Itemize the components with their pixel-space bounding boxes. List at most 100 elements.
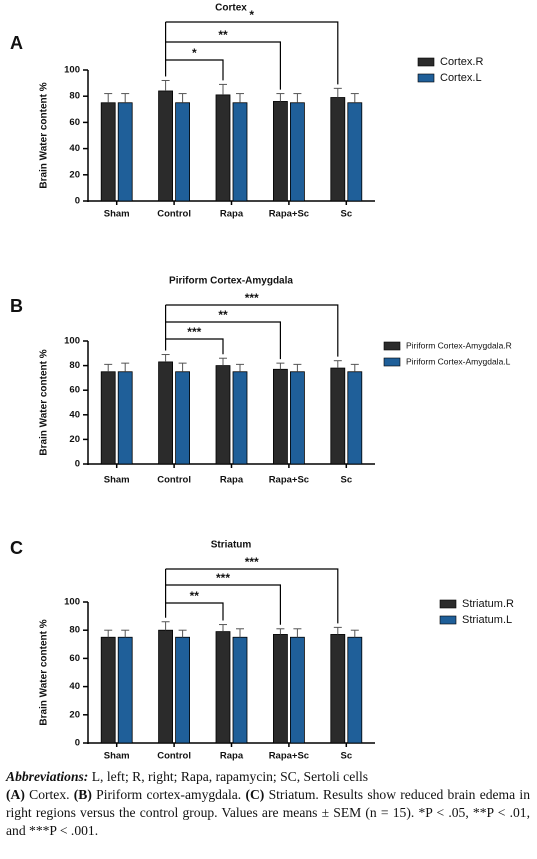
error-bar (276, 93, 285, 102)
text-c: Striatum. Results show reduced brain ede… (6, 787, 530, 838)
abbr-text: L, left; R, right; Rapa, rapamycin; SC, … (91, 769, 369, 784)
error-bar (121, 93, 130, 103)
y-tick-label: 80 (69, 360, 80, 371)
legend-swatch (439, 615, 457, 625)
bar (158, 629, 174, 744)
x-tick-label: Sham (104, 751, 130, 762)
error-bar (178, 93, 187, 103)
legend-swatch (439, 599, 457, 609)
bar (158, 90, 174, 202)
y-tick-label: 100 (64, 336, 80, 347)
x-tick-label: Rapa (220, 751, 244, 762)
bar (330, 97, 346, 202)
error-bar (161, 79, 170, 91)
y-tick-label: 20 (69, 434, 80, 445)
x-tick-label: Rapa+Sc (269, 751, 309, 762)
y-tick-label: 0 (75, 459, 80, 470)
y-tick-label: 40 (69, 143, 80, 154)
significance-bracket (165, 21, 339, 85)
y-tick-label: 100 (64, 597, 80, 608)
error-bar (236, 93, 244, 103)
y-tick-label: 40 (69, 409, 80, 420)
significance-bracket (165, 41, 281, 90)
significance-bracket (165, 584, 281, 625)
error-bar (293, 628, 302, 638)
bar (272, 101, 288, 202)
error-bar (178, 629, 187, 638)
bar (215, 365, 231, 465)
y-tick-label: 60 (69, 385, 80, 396)
bar (289, 636, 305, 744)
error-bar (104, 363, 113, 372)
error-bar (276, 362, 285, 370)
bar (215, 631, 231, 744)
significance-label: * (192, 46, 197, 60)
text-a: Cortex. (29, 787, 70, 802)
panel-letter: A (10, 33, 23, 53)
panel: A Cortex Brain Water content % 0 20 40 60 80 100… (10, 3, 483, 220)
error-bar (219, 624, 227, 632)
bar (232, 371, 248, 465)
bar (175, 636, 191, 744)
error-bar (104, 93, 113, 103)
y-axis-label: Brain Water content % (39, 619, 50, 725)
x-tick-label: Sc (340, 475, 352, 486)
error-bar (236, 363, 244, 372)
bar (289, 102, 305, 202)
x-tick-label: Sham (104, 209, 130, 220)
legend-label: Piriform Cortex-Amygdala.R (406, 340, 512, 350)
significance-bracket (165, 338, 224, 355)
legend-label: Striatum.R (462, 598, 514, 610)
significance-bracket (165, 59, 224, 81)
y-tick-label: 80 (69, 91, 80, 102)
y-axis-label: Brain Water content % (39, 349, 50, 455)
panel-letter: B (10, 296, 23, 316)
legend-swatch (417, 73, 435, 83)
significance-bracket (165, 568, 339, 624)
label-a: (A) (6, 787, 25, 802)
abbreviations: Abbreviations: L, left; R, right; Rapa, … (6, 768, 530, 786)
error-bar (104, 629, 113, 638)
y-tick-label: 0 (75, 738, 80, 749)
x-tick-label: Sham (104, 475, 130, 486)
error-bar (121, 629, 130, 638)
significance-label: *** (245, 291, 259, 305)
legend-swatch (383, 357, 401, 367)
bar (117, 636, 133, 744)
bar (272, 634, 288, 744)
bar (117, 102, 133, 202)
bar (100, 102, 116, 202)
bar (158, 361, 174, 465)
y-tick-label: 20 (69, 169, 80, 180)
x-tick-label: Sc (340, 209, 352, 220)
error-bar (293, 363, 302, 372)
significance-bracket (165, 321, 281, 360)
y-tick-label: 60 (69, 117, 80, 128)
significance-bracket (165, 602, 224, 621)
y-tick-label: 40 (69, 681, 80, 692)
legend-label: Cortex.R (440, 56, 483, 68)
significance-label: ** (218, 308, 228, 322)
legend-swatch (417, 57, 435, 67)
error-bar (161, 354, 170, 362)
y-tick-label: 80 (69, 625, 80, 636)
x-tick-label: Sc (340, 751, 352, 762)
bar (347, 102, 363, 202)
error-bar (350, 363, 359, 372)
y-tick-label: 20 (69, 709, 80, 720)
legend-label: Piriform Cortex-Amygdala.L (406, 356, 511, 366)
chart-title: Piriform Cortex-Amygdala (169, 276, 293, 287)
legend-label: Striatum.L (462, 614, 512, 626)
bar (175, 102, 191, 202)
abbr-label: Abbreviations: (6, 769, 89, 784)
error-bar (350, 93, 359, 103)
x-tick-label: Rapa (220, 209, 244, 220)
significance-label: ** (190, 589, 200, 603)
error-bar (333, 87, 342, 98)
x-tick-label: Rapa+Sc (269, 209, 309, 220)
legend-swatch (383, 341, 401, 351)
error-bar (350, 629, 359, 638)
x-tick-label: Rapa (220, 475, 244, 486)
y-axis-label: Brain Water content % (39, 82, 50, 188)
error-bar (121, 362, 130, 372)
